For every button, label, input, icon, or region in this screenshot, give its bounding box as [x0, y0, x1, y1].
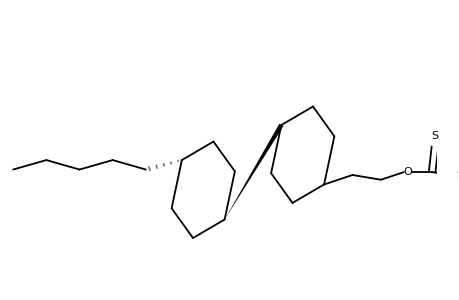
Text: S: S — [431, 131, 437, 141]
Text: O: O — [402, 167, 411, 177]
Polygon shape — [224, 124, 283, 220]
Text: S: S — [456, 170, 459, 180]
